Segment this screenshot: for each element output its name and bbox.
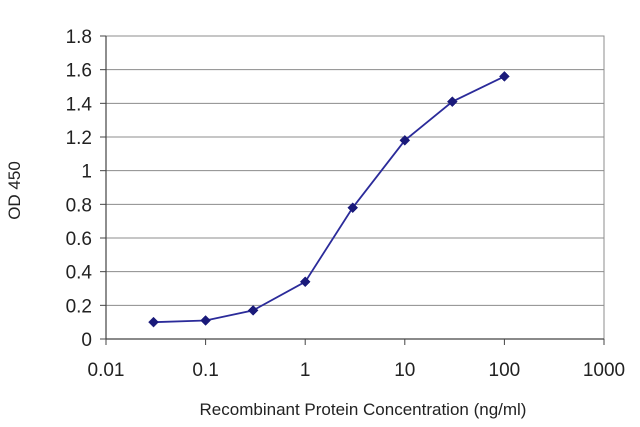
data-point [446,96,458,108]
data-point [200,315,211,326]
x-tick-label: 0.01 [88,360,125,381]
y-axis: 0 0.2 0.4 0.6 0.8 1 1.2 1.4 1.6 1.8 [66,27,107,351]
data-point [399,135,411,146]
x-tick-label: 10 [394,360,415,381]
y-tick-label: 1 [81,162,92,183]
data-point [299,276,311,288]
y-tick-label: 1.6 [66,61,92,82]
y-tick-label: 1.2 [66,128,92,149]
y-tick-label: 1.4 [66,94,93,115]
y-tick-label: 1.8 [66,27,92,48]
x-axis-title: Recombinant Protein Concentration (ng/ml… [200,400,527,419]
series-line [153,75,505,324]
y-tick-label: 0.6 [66,229,92,250]
series-layer [148,71,510,328]
x-tick-label: 0.1 [192,360,218,381]
x-axis: 0.01 0.1 1 10 100 1000 [88,338,625,381]
grid-lines [106,69,604,306]
data-point [148,316,159,328]
x-tick-label: 1 [300,360,311,381]
data-point [499,71,510,82]
data-point [247,305,259,316]
x-tick-label: 100 [489,360,521,381]
plot-area-frame [105,35,605,340]
y-axis-title: OD 450 [5,161,24,220]
x-tick-label: 1000 [583,360,625,381]
y-tick-label: 0.2 [66,296,92,317]
y-tick-label: 0 [81,330,92,351]
y-tick-label: 0.4 [66,263,93,284]
y-tick-label: 0.8 [66,195,92,216]
data-point [347,202,359,214]
